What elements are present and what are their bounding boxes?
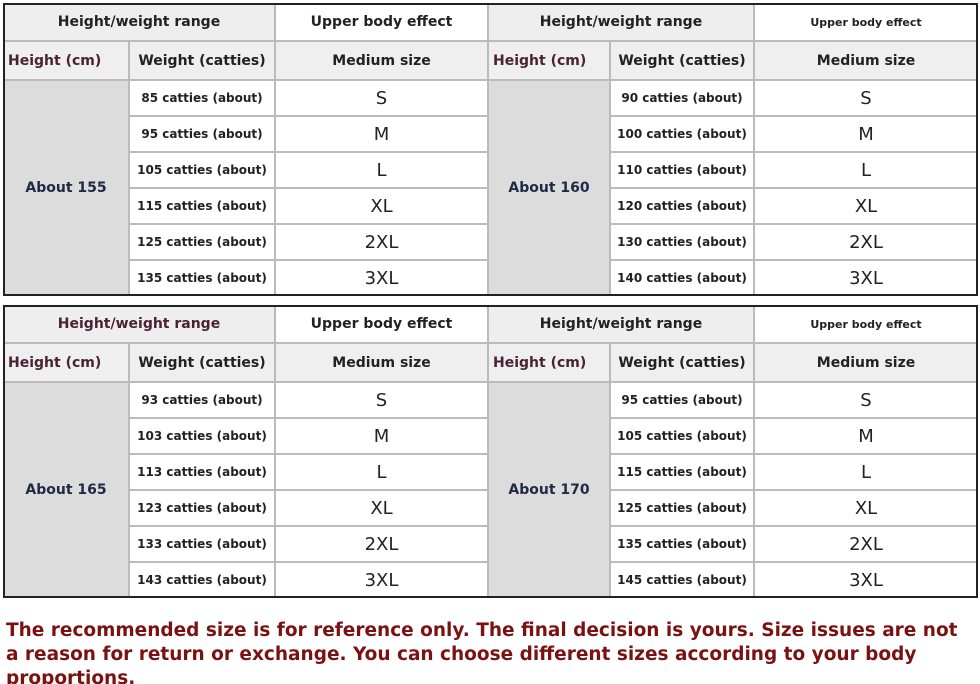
weight-header: Weight (catties) [129, 41, 275, 80]
range-header: Height/weight range [3, 3, 275, 41]
size-value: S [275, 80, 488, 116]
height-value: About 155 [3, 80, 129, 296]
size-header: Medium size [275, 41, 488, 80]
weight-value: 95 catties (about) [610, 382, 754, 418]
weight-value: 113 catties (about) [129, 454, 275, 490]
weight-value: 115 catties (about) [129, 188, 275, 224]
weight-value: 95 catties (about) [129, 116, 275, 152]
size-value: L [754, 152, 978, 188]
weight-value: 125 catties (about) [129, 224, 275, 260]
weight-value: 103 catties (about) [129, 418, 275, 454]
size-value: 2XL [754, 224, 978, 260]
size-value: L [275, 454, 488, 490]
size-value: 3XL [754, 260, 978, 296]
size-value: S [275, 382, 488, 418]
height-header: Height (cm) [3, 343, 129, 382]
height-value: About 160 [488, 80, 610, 296]
range-header: Height/weight range [3, 305, 275, 343]
size-value: 2XL [275, 526, 488, 562]
weight-value: 125 catties (about) [610, 490, 754, 526]
weight-value: 105 catties (about) [610, 418, 754, 454]
weight-header: Weight (catties) [129, 343, 275, 382]
size-value: S [754, 382, 978, 418]
weight-value: 143 catties (about) [129, 562, 275, 598]
weight-value: 110 catties (about) [610, 152, 754, 188]
size-value: M [754, 116, 978, 152]
weight-value: 93 catties (about) [129, 382, 275, 418]
weight-value: 90 catties (about) [610, 80, 754, 116]
size-value: 3XL [275, 260, 488, 296]
effect-header: Upper body effect [754, 305, 978, 343]
size-value: 3XL [754, 562, 978, 598]
size-header: Medium size [275, 343, 488, 382]
size-value: 2XL [275, 224, 488, 260]
disclaimer-note: The recommended size is for reference on… [6, 620, 958, 684]
size-value: S [754, 80, 978, 116]
height-header: Height (cm) [3, 41, 129, 80]
weight-value: 115 catties (about) [610, 454, 754, 490]
height-value: About 170 [488, 382, 610, 598]
size-header: Medium size [754, 343, 978, 382]
size-value: XL [754, 188, 978, 224]
weight-value: 133 catties (about) [129, 526, 275, 562]
size-value: 2XL [754, 526, 978, 562]
weight-value: 100 catties (about) [610, 116, 754, 152]
weight-value: 123 catties (about) [129, 490, 275, 526]
weight-value: 120 catties (about) [610, 188, 754, 224]
range-header: Height/weight range [488, 305, 754, 343]
size-value: XL [275, 490, 488, 526]
size-value: XL [754, 490, 978, 526]
size-header: Medium size [754, 41, 978, 80]
size-value: 3XL [275, 562, 488, 598]
height-header: Height (cm) [488, 41, 610, 80]
size-value: M [754, 418, 978, 454]
effect-header: Upper body effect [275, 3, 488, 41]
size-value: L [754, 454, 978, 490]
weight-value: 140 catties (about) [610, 260, 754, 296]
effect-header: Upper body effect [275, 305, 488, 343]
height-value: About 165 [3, 382, 129, 598]
weight-header: Weight (catties) [610, 41, 754, 80]
weight-value: 130 catties (about) [610, 224, 754, 260]
weight-value: 105 catties (about) [129, 152, 275, 188]
height-header: Height (cm) [488, 343, 610, 382]
effect-header: Upper body effect [754, 3, 978, 41]
size-value: XL [275, 188, 488, 224]
range-header: Height/weight range [488, 3, 754, 41]
size-value: M [275, 116, 488, 152]
weight-value: 85 catties (about) [129, 80, 275, 116]
weight-value: 135 catties (about) [129, 260, 275, 296]
weight-header: Weight (catties) [610, 343, 754, 382]
weight-value: 145 catties (about) [610, 562, 754, 598]
size-value: M [275, 418, 488, 454]
weight-value: 135 catties (about) [610, 526, 754, 562]
size-value: L [275, 152, 488, 188]
